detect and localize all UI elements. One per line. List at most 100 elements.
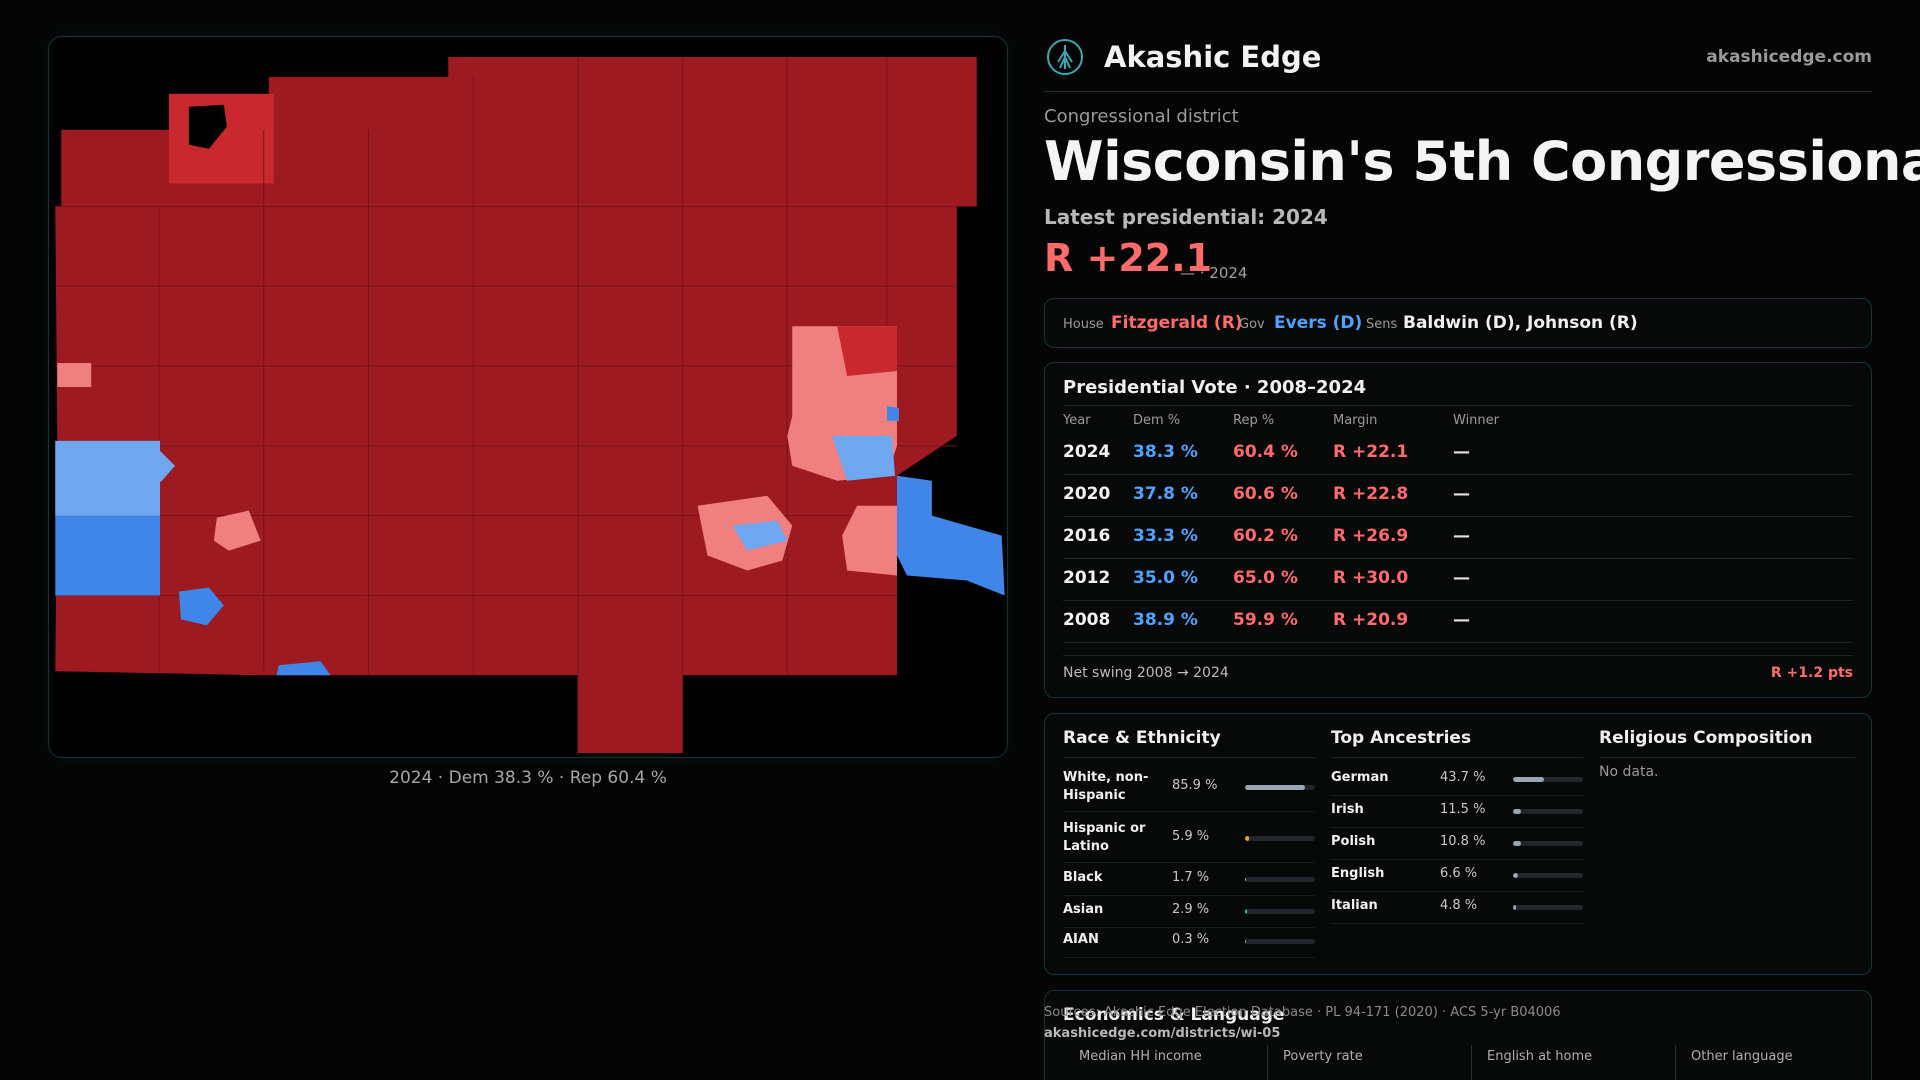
cell-dem: 33.3 %: [1133, 526, 1198, 546]
row-divider: [1063, 558, 1853, 559]
city-tilt-d: [732, 520, 788, 551]
race-value: 0.3 %: [1172, 932, 1210, 947]
ancestry-bar-fill: [1513, 841, 1521, 846]
district-map-svg: [55, 56, 1005, 754]
row-divider: [1331, 795, 1583, 796]
divider: [1063, 655, 1853, 656]
race-label: Hispanic or Latino: [1063, 821, 1146, 854]
latest-label: Latest presidential: 2024: [1044, 205, 1328, 229]
ancestry-value: 10.8 %: [1440, 834, 1486, 849]
race-bar: [1245, 785, 1315, 790]
cell-winner: —: [1453, 610, 1470, 630]
economics-card: Economics & Language Median HH income Po…: [1044, 990, 1872, 1080]
col-margin: Margin: [1333, 413, 1378, 428]
cell-dem: 38.9 %: [1133, 610, 1198, 630]
cell-dem: 38.3 %: [1133, 442, 1198, 462]
cell-rep: 65.0 %: [1233, 568, 1298, 588]
town-tilt-d: [131, 447, 175, 482]
brand-header: Akashic Edge akashicedge.com: [1044, 38, 1872, 92]
race-bar: [1245, 939, 1315, 944]
cell-margin: R +30.0: [1333, 568, 1409, 588]
cell-dem: 35.0 %: [1133, 568, 1198, 588]
row-divider: [1331, 923, 1583, 924]
row-divider: [1331, 891, 1583, 892]
race-bar: [1245, 877, 1315, 882]
sens-label: Sens: [1366, 317, 1398, 332]
ancestry-value: 6.6 %: [1440, 866, 1478, 881]
tree-circle-logo-icon: [1047, 39, 1083, 75]
latest-margin-sub: — · 2024: [1180, 264, 1248, 282]
ancestry-bar: [1513, 873, 1583, 878]
cell-rep: 59.9 %: [1233, 610, 1298, 630]
cell-winner: —: [1453, 568, 1470, 588]
town-safe-d: [178, 587, 224, 626]
divider: [1675, 1045, 1676, 1080]
row-divider: [1063, 927, 1315, 928]
ancestry-bar: [1513, 841, 1583, 846]
presidential-title: Presidential Vote · 2008–2024: [1063, 377, 1367, 398]
ancestry-bar-fill: [1513, 873, 1518, 878]
suburb-safe-d: [887, 405, 899, 421]
cell-margin: R +22.8: [1333, 484, 1409, 504]
col-year: Year: [1063, 413, 1091, 428]
brand-name[interactable]: Akashic Edge: [1104, 40, 1322, 74]
ancestry-bar-fill: [1513, 809, 1522, 814]
map-caption: 2024 · Dem 38.3 % · Rep 60.4 %: [389, 768, 667, 788]
ancestry-label: English: [1331, 866, 1385, 881]
divider: [1331, 757, 1583, 758]
page-title: Wisconsin's 5th Congressional District: [1044, 130, 1920, 193]
row-divider: [1063, 957, 1315, 958]
east-tilt-r: [842, 505, 897, 576]
ancestry-bar: [1513, 905, 1583, 910]
econ-label: English at home: [1487, 1049, 1593, 1064]
row-divider: [1063, 811, 1315, 812]
gov-label: Gov: [1239, 317, 1265, 332]
col-winner: Winner: [1453, 413, 1500, 428]
row-divider: [1063, 516, 1853, 517]
ancestry-title: Top Ancestries: [1331, 728, 1472, 748]
race-bar: [1245, 836, 1315, 841]
ancestry-label: Italian: [1331, 898, 1378, 913]
cell-margin: R +22.1: [1333, 442, 1409, 462]
district-map[interactable]: [48, 36, 1008, 758]
district-shape: [55, 56, 977, 754]
house-label: House: [1063, 317, 1104, 332]
house-value: Fitzgerald (R): [1111, 313, 1243, 333]
divider: [1471, 1045, 1472, 1080]
sens-value: Baldwin (D), Johnson (R): [1403, 313, 1638, 333]
district-panel: Akashic Edge akashicedge.com Congression…: [1044, 0, 1920, 1080]
swing-value: R +1.2 pts: [1770, 665, 1853, 681]
divider: [1063, 757, 1315, 758]
source-note: Sources: Akashic Edge Election Database …: [1044, 1005, 1561, 1020]
cell-rep: 60.2 %: [1233, 526, 1298, 546]
religion-title: Religious Composition: [1599, 728, 1813, 748]
cell-year: 2008: [1063, 610, 1111, 630]
ancestry-bar-fill: [1513, 905, 1517, 910]
race-value: 5.9 %: [1172, 829, 1210, 844]
source-url-link[interactable]: akashicedge.com/districts/wi-05: [1044, 1026, 1281, 1041]
gov-value: Evers (D): [1274, 313, 1363, 333]
economics-title: Economics & Language: [1063, 1005, 1285, 1025]
divider: [1267, 1045, 1268, 1080]
brand-url-link[interactable]: akashicedge.com: [1706, 47, 1872, 67]
town-safe-d-south: [276, 661, 331, 676]
row-divider: [1331, 859, 1583, 860]
religion-empty: No data.: [1599, 764, 1659, 780]
ancestry-label: Irish: [1331, 802, 1364, 817]
ancestry-label: German: [1331, 770, 1389, 785]
cell-year: 2016: [1063, 526, 1111, 546]
ancestry-bar-fill: [1513, 777, 1544, 782]
town-tilt-r: [213, 510, 261, 551]
race-bar-fill: [1245, 785, 1306, 790]
lake-shape: [188, 104, 227, 149]
race-label: White, non-Hispanic: [1063, 770, 1149, 803]
cell-winner: —: [1453, 484, 1470, 504]
presidential-vote-card: Presidential Vote · 2008–2024 Year Dem %…: [1044, 362, 1872, 698]
race-title: Race & Ethnicity: [1063, 728, 1221, 748]
demographics-card: Race & Ethnicity Top Ancestries Religiou…: [1044, 713, 1872, 975]
econ-label: Other language: [1691, 1049, 1793, 1064]
ancestry-value: 43.7 %: [1440, 770, 1486, 785]
race-bar-fill: [1245, 909, 1248, 914]
race-value: 1.7 %: [1172, 870, 1210, 885]
row-divider: [1063, 862, 1315, 863]
